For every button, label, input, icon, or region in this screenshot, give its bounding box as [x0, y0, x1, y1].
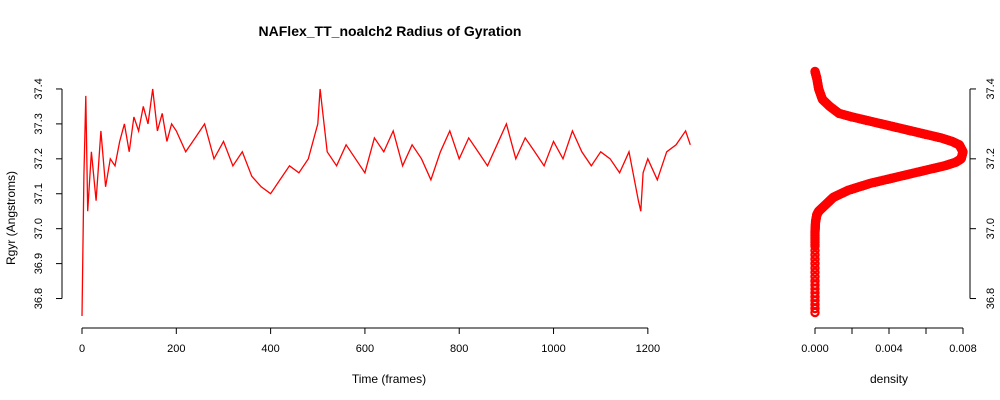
- x-tick-label: 400: [261, 343, 279, 355]
- density-point: [810, 267, 820, 278]
- y-tick-label: 36.9: [33, 253, 45, 274]
- density-x-tick-label: 0.004: [875, 343, 903, 355]
- y-ticks: 36.8 36.9 37.0 37.1 37.2 37.3 37.4: [33, 78, 62, 309]
- density-point: [810, 254, 820, 264]
- y-tick-label: 37.3: [33, 113, 45, 134]
- x-tick-label: 200: [167, 343, 185, 355]
- density-x-tick-label: 0.000: [801, 343, 829, 355]
- chart-title: NAFlex_TT_noalch2 Radius of Gyration: [259, 23, 522, 39]
- x-ticks: 0 200 400 600 800 1000 1200: [79, 328, 660, 355]
- main-plot: 0 200 400 600 800 1000 1200 36.8 36.9 37.0 37.1 37…: [4, 78, 691, 386]
- y-tick-label: 37.4: [33, 78, 45, 99]
- y-tick-label: 37.2: [33, 148, 45, 169]
- density-x-axis-label: density: [870, 372, 908, 386]
- density-points: [810, 66, 968, 318]
- density-point: [810, 66, 820, 77]
- x-tick-label: 800: [450, 343, 468, 355]
- density-point: [810, 263, 820, 273]
- density-x-ticks: 0.000 0.004 0.008: [801, 328, 977, 355]
- y-axis-label: Rgyr (Angstroms): [4, 171, 18, 265]
- series-line: [81, 88, 691, 317]
- y-tick-label: 37.1: [33, 183, 45, 204]
- density-point: [810, 258, 820, 269]
- density-y-tick-label: 37.2: [985, 148, 997, 169]
- density-y-tick-label: 36.8: [985, 288, 997, 309]
- density-y-tick-label: 37.0: [985, 218, 997, 239]
- x-tick-label: 600: [356, 343, 374, 355]
- x-axis-label: Time (frames): [352, 372, 426, 386]
- y-tick-label: 36.8: [33, 288, 45, 309]
- density-point: [810, 272, 820, 282]
- x-tick-label: 1000: [541, 343, 565, 355]
- density-x-tick-label: 0.008: [949, 343, 977, 355]
- density-point: [810, 276, 820, 286]
- density-y-tick-label: 37.4: [985, 78, 997, 99]
- density-plot: 0.000 0.004 0.008 36.8 37.0 37.2 37.4 density: [801, 66, 997, 386]
- density-y-ticks: 36.8 37.0 37.2 37.4: [970, 78, 997, 309]
- x-tick-label: 0: [79, 343, 85, 355]
- y-tick-label: 37.0: [33, 218, 45, 239]
- density-point: [810, 250, 820, 260]
- x-tick-label: 1200: [636, 343, 660, 355]
